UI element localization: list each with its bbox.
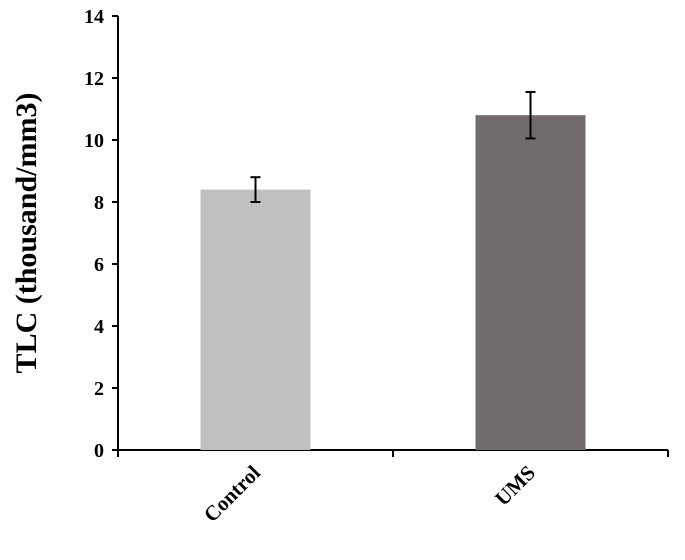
- x-tick-label-control: Control: [199, 460, 265, 526]
- y-axis-title: TLC (thousand/mm3): [10, 93, 43, 374]
- bar-ums: [475, 115, 586, 450]
- error-bars: [250, 90, 536, 203]
- y-axis: 0 2 4 6 8 10 12 14: [84, 6, 119, 462]
- y-tick-label: 14: [84, 6, 104, 28]
- x-axis: Control UMS: [117, 449, 669, 527]
- y-tick-label: 6: [94, 254, 104, 276]
- y-tick-label: 0: [94, 440, 104, 462]
- y-tick-label: 8: [94, 192, 104, 214]
- bar-control: [200, 189, 311, 450]
- x-tick-label-ums: UMS: [490, 461, 540, 511]
- bars: [200, 115, 586, 450]
- y-tick-label: 2: [94, 378, 104, 400]
- y-tick-label: 10: [84, 130, 104, 152]
- y-tick-label: 12: [84, 68, 104, 90]
- y-tick-label: 4: [94, 316, 104, 338]
